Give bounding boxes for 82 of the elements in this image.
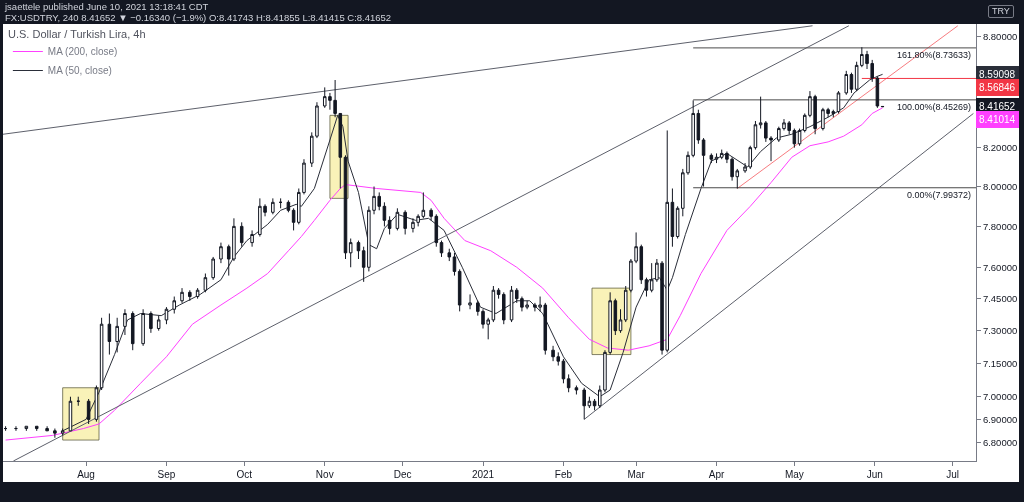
candlestick [709,152,714,164]
candlestick [447,248,452,262]
text: FX:USDTRY, 240 8.41652 ▼ −0.16340 (−1.9%) O:8.41743 H:8.41855 L:8.41415 C:8.41652 [5,12,392,23]
candlestick [45,425,49,432]
y-tick-label: 7.30000 [982,325,1018,336]
text: 8.59098 [979,69,1016,80]
x-tick-label: Feb [554,469,573,480]
candlestick [395,207,400,231]
x-tick-label: Aug [77,469,95,480]
y-tick-label: 6.90000 [982,413,1018,425]
y-tick-label: 7.45000 [982,292,1018,304]
x-tick-label: Apr [708,469,725,480]
candlestick [123,308,127,336]
candlestick [24,425,29,432]
y-tick-label: 7.80000 [982,220,1018,232]
legend-label: MA (50, close) [47,65,112,77]
candlestick [99,317,104,391]
candlestick [107,313,112,356]
candlestick [574,385,579,395]
x-tick-label: Dec [393,469,412,480]
text: jsaettele published June 10, 2021 13:18:41 CDT [5,1,210,12]
text: 8.41014 [979,114,1016,125]
y-tick-label: 7.15000 [982,357,1018,369]
candlestick [130,310,135,351]
candlestick [844,70,849,96]
annotation: 161.80%(8.73633) [897,50,972,60]
candlestick [94,385,99,423]
x-tick-label: Jul [946,469,960,480]
candlestick [53,428,57,439]
candlestick [348,238,353,268]
x-tick-label: Sep [157,469,176,480]
candlestick [452,252,457,277]
candlestick [203,273,208,293]
candlestick [271,197,275,215]
candlestick [149,310,153,334]
y-tick-label: 8.00000 [982,180,1018,192]
y-axis-title: TRY [988,5,1014,18]
candlestick [701,137,706,188]
y-tick-label: 6.80000 [982,436,1018,448]
candlestick [468,293,472,310]
candlestick [156,315,161,332]
text: 8.56846 [979,82,1016,93]
annotation: 100.00%(8.45269) [897,102,972,112]
candlestick [60,428,65,436]
candlestick [403,209,407,235]
x-tick-label: Mar [627,469,646,480]
candlestick [141,308,145,347]
candlestick [566,373,571,393]
text: 8.41652 [979,101,1016,112]
x-tick-label: 2021 [471,469,495,480]
y-tick-label: 7.00000 [982,391,1018,403]
candlestick [172,296,177,315]
candlestick [164,306,169,325]
candlestick [180,287,184,304]
y-tick-label: 8.20000 [982,141,1018,153]
y-tick-label: 7.60000 [982,261,1018,273]
candlestick [457,268,462,312]
x-tick-label: May [784,469,804,480]
candlestick [286,199,291,213]
candlestick [219,242,223,264]
chart-title: U.S. Dollar / Turkish Lira, 4h [8,27,146,40]
legend-label: MA (200, close) [47,46,118,58]
candlestick [239,221,244,248]
candlestick [115,317,119,353]
candlestick [250,229,254,248]
candlestick [211,256,215,281]
y-tick-label: 8.80000 [982,30,1018,42]
candlestick [387,215,392,235]
candlestick [188,289,192,302]
candlestick [618,308,623,334]
candlestick [86,398,91,425]
candlestick [644,277,649,298]
annotation: 0.00%(7.99372) [907,190,972,200]
line-series [5,107,884,441]
x-tick-label: Nov [315,469,334,480]
candlestick [356,240,361,260]
x-tick-label: Jun [866,469,883,480]
candlestick [670,187,675,248]
candlestick [34,425,39,432]
candlestick [714,152,719,164]
candlestick [195,287,200,300]
x-tick-label: Oct [236,469,253,480]
